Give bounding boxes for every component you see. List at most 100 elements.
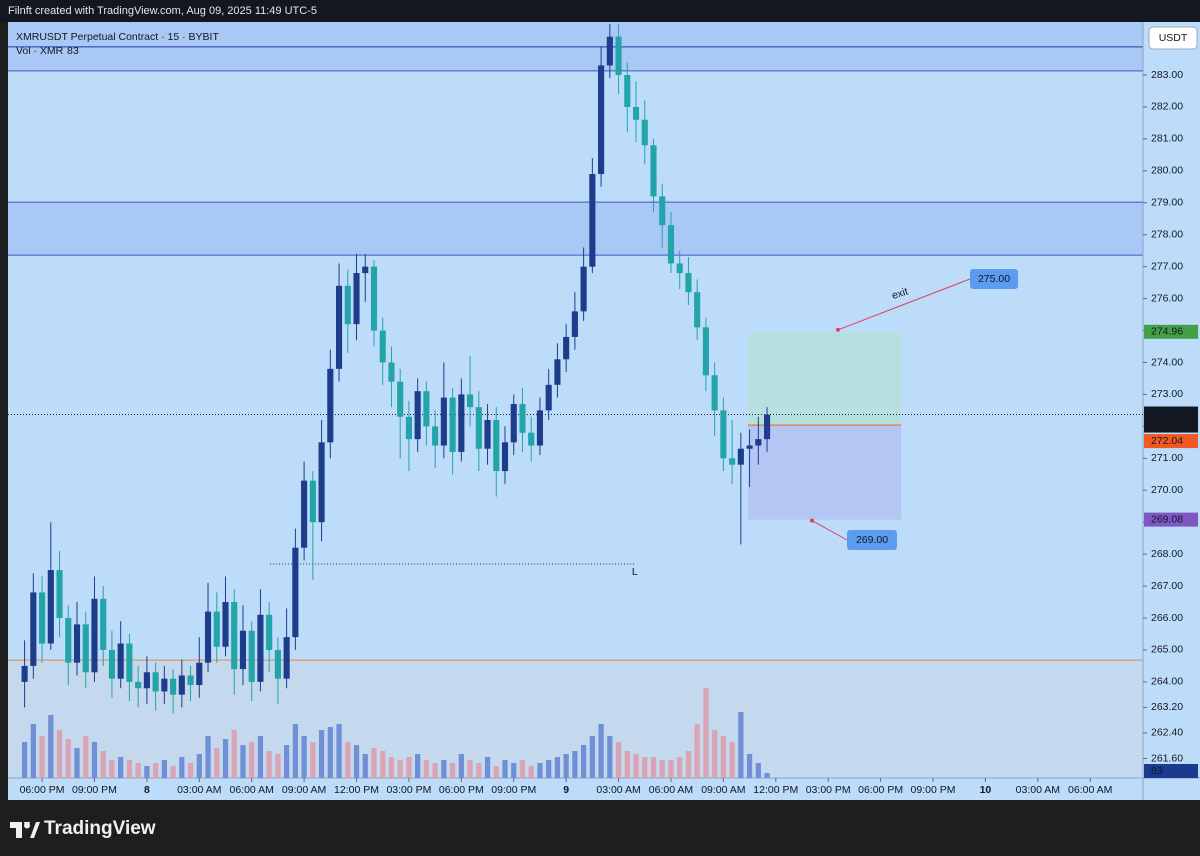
candle-body xyxy=(475,407,482,449)
volume-bar xyxy=(48,715,54,778)
volume-bar xyxy=(415,754,421,778)
y-tick-label: 268.00 xyxy=(1151,548,1183,560)
volume-bar xyxy=(327,727,333,778)
x-tick-label: 06:00 PM xyxy=(439,784,484,796)
entry-badge-bg xyxy=(1144,434,1198,449)
x-tick-label: 10 xyxy=(980,784,992,796)
candle-body xyxy=(379,330,386,363)
x-tick-label: 06:00 AM xyxy=(649,784,693,796)
footer: TradingView xyxy=(0,800,1200,856)
y-tick-label: 280.00 xyxy=(1151,165,1183,177)
x-tick-label: 03:00 PM xyxy=(806,784,851,796)
target-callout: 275.00 xyxy=(978,273,1010,285)
currency-badge-bg xyxy=(1148,26,1198,50)
candle-body xyxy=(283,637,290,679)
volume-bar xyxy=(624,751,630,778)
x-tick-label: 06:00 PM xyxy=(20,784,65,796)
volume-bar xyxy=(755,763,761,778)
last-price-badge-bg xyxy=(1144,406,1198,433)
candle-body xyxy=(405,416,412,440)
candle-body xyxy=(746,445,753,449)
volume-bar xyxy=(519,760,526,778)
marker-label: L xyxy=(632,566,638,578)
x-tick-label: 9 xyxy=(563,784,569,796)
x-tick-label: 8 xyxy=(144,784,150,796)
stop-badge-bg xyxy=(1144,512,1198,527)
x-tick-label: 03:00 AM xyxy=(1016,784,1060,796)
volume-bar xyxy=(642,757,648,778)
candle-body xyxy=(667,225,675,264)
position-profit-zone xyxy=(748,331,902,426)
volume-bar xyxy=(388,757,395,778)
volume-bar xyxy=(275,754,281,778)
candle-body xyxy=(309,480,316,523)
volume-bar xyxy=(100,751,106,778)
x-tick-label: 03:00 PM xyxy=(386,784,431,796)
candle-body xyxy=(676,263,683,274)
candle-body xyxy=(82,624,89,673)
volume-bar xyxy=(546,760,552,778)
volume-bar xyxy=(589,736,595,778)
volume-bar xyxy=(118,757,124,778)
volume-bar xyxy=(633,754,639,778)
volume-bar xyxy=(746,754,753,778)
volume-bar xyxy=(222,739,229,778)
callout-note: exit xyxy=(890,286,909,302)
volume-badge-bg xyxy=(1144,764,1198,778)
candle-body xyxy=(274,649,281,679)
entry-badge: 272.04 xyxy=(1151,435,1183,447)
candle-body xyxy=(397,381,404,417)
candle-body xyxy=(292,547,299,638)
y-tick-label: 265.00 xyxy=(1151,644,1183,656)
candle-body xyxy=(266,614,273,650)
candle-body xyxy=(335,285,343,369)
candle-body xyxy=(187,675,194,686)
target-callout-leader xyxy=(837,278,971,331)
candle-body xyxy=(56,570,63,618)
volume-bar xyxy=(336,724,342,778)
zone xyxy=(8,202,1143,256)
volume-bar xyxy=(502,760,508,778)
candle-body xyxy=(624,75,631,107)
target-badge-bg xyxy=(1144,324,1198,339)
volume-bar xyxy=(764,773,770,778)
volume-bar xyxy=(703,688,709,778)
candle-body xyxy=(519,403,526,433)
volume-bar xyxy=(441,760,447,778)
volume-bar xyxy=(231,730,237,778)
candle-body xyxy=(694,292,701,328)
volume-bar xyxy=(694,724,700,778)
y-tick-label: 278.00 xyxy=(1151,228,1183,240)
candle-body xyxy=(178,675,185,695)
volume-bar xyxy=(432,763,438,778)
volume-bar xyxy=(449,763,456,778)
volume-bar xyxy=(318,730,325,778)
plot-background xyxy=(8,22,1143,778)
y-tick-label: 277.00 xyxy=(1151,260,1183,272)
volume-bar xyxy=(493,766,499,778)
volume-bar xyxy=(729,742,735,778)
volume-bar xyxy=(572,751,578,778)
candle-body xyxy=(388,362,395,382)
volume-bar xyxy=(738,712,744,778)
x-tick-label: 12:00 PM xyxy=(753,784,798,796)
y-tick-label: 267.00 xyxy=(1151,580,1183,592)
candle-body xyxy=(563,336,570,360)
volume-bar xyxy=(249,742,255,778)
volume-bar xyxy=(511,763,517,778)
volume-bar xyxy=(144,766,150,778)
volume-bar xyxy=(310,742,316,778)
volume-bar xyxy=(39,736,45,778)
x-tick-label: 09:00 AM xyxy=(282,784,326,796)
volume-bar xyxy=(161,760,167,778)
volume-bar xyxy=(266,751,272,778)
volume-bar xyxy=(152,763,159,778)
y-tick-label: 276.00 xyxy=(1151,292,1183,304)
volume-bar xyxy=(56,730,63,778)
legend-volume-name: Vol · XMR xyxy=(16,45,64,57)
candle-body xyxy=(231,602,238,670)
volume-bar xyxy=(240,745,246,778)
volume-bar xyxy=(484,757,491,778)
candle-body xyxy=(755,439,762,446)
y-tick-label: 283.00 xyxy=(1151,69,1183,81)
